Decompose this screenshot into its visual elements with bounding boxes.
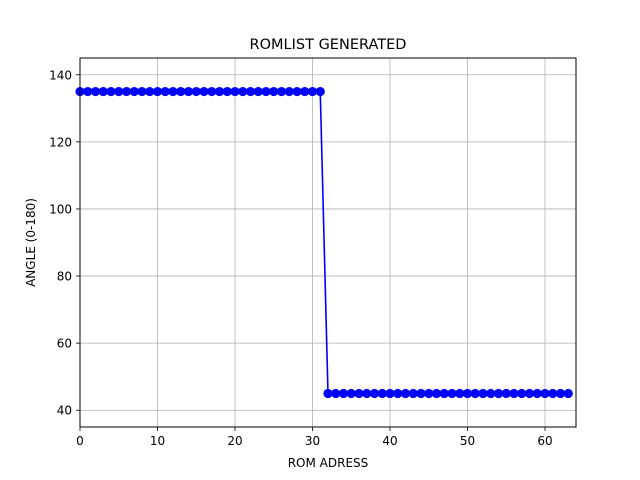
data-point — [121, 86, 132, 97]
data-point — [214, 86, 225, 97]
data-point — [470, 388, 480, 399]
x-tick-label: 30 — [305, 434, 320, 448]
plot-frame — [79, 57, 577, 428]
data-point — [416, 388, 426, 399]
data-point — [563, 388, 573, 399]
data-point — [478, 388, 488, 399]
data-point — [540, 388, 550, 399]
data-point — [222, 86, 232, 97]
data-point — [207, 86, 217, 97]
data-point — [548, 388, 558, 399]
data-point — [338, 388, 349, 399]
data-point — [261, 86, 271, 97]
data-point — [424, 388, 434, 399]
data-point — [152, 86, 163, 97]
data-point — [129, 86, 139, 97]
data-point — [176, 86, 186, 97]
data-point — [315, 86, 325, 97]
ticks: 0 10 20 30 40 50 60 40 60 80 100 120 140 — [49, 68, 553, 448]
x-tick-label: 10 — [150, 434, 165, 448]
data-point — [145, 86, 155, 97]
y-tick-label: 120 — [49, 135, 72, 149]
data-point — [408, 388, 418, 399]
data-point — [230, 86, 240, 97]
data-point — [160, 86, 170, 97]
data-point — [183, 86, 194, 97]
data-point — [501, 388, 511, 399]
y-tick-label: 40 — [57, 404, 72, 418]
data-point — [300, 86, 310, 97]
x-tick-label: 20 — [227, 434, 242, 448]
x-tick-label: 50 — [460, 434, 475, 448]
data-point — [199, 86, 209, 97]
data-point — [517, 388, 527, 399]
data-point — [447, 388, 457, 399]
data-point — [462, 388, 473, 399]
data-point — [354, 388, 364, 399]
data-point — [292, 86, 302, 97]
data-point — [307, 86, 318, 97]
series-layer — [75, 86, 573, 399]
data-point — [532, 388, 542, 399]
data-point — [555, 388, 566, 399]
data-point — [323, 388, 333, 399]
data-point — [83, 86, 93, 97]
data-point — [137, 86, 147, 97]
data-point — [369, 388, 380, 399]
y-axis-label: ANGLE (0-180) — [24, 198, 38, 287]
data-point — [493, 388, 504, 399]
data-point — [284, 86, 294, 97]
grid — [79, 58, 576, 427]
data-point — [393, 388, 403, 399]
data-point — [191, 86, 201, 97]
chart-title: ROMLIST GENERATED — [250, 37, 407, 53]
x-axis-label: ROM ADRESS — [288, 456, 369, 470]
data-point — [331, 388, 341, 399]
y-tick-label: 60 — [57, 337, 72, 351]
data-point — [245, 86, 256, 97]
y-tick-label: 80 — [57, 270, 72, 284]
data-point — [486, 388, 496, 399]
data-point — [238, 86, 248, 97]
data-point — [346, 388, 356, 399]
data-point — [98, 86, 108, 97]
x-tick-label: 60 — [537, 434, 552, 448]
data-point — [253, 86, 263, 97]
data-point — [114, 86, 124, 97]
data-point — [431, 388, 442, 399]
data-point — [362, 388, 372, 399]
data-point — [168, 86, 178, 97]
data-point — [377, 388, 387, 399]
data-point — [276, 86, 287, 97]
data-point — [90, 86, 101, 97]
data-point — [455, 388, 465, 399]
data-point — [106, 86, 116, 97]
data-point — [509, 388, 519, 399]
x-tick-label: 0 — [76, 434, 84, 448]
series-line — [80, 90, 569, 395]
data-point — [269, 86, 279, 97]
data-point — [439, 388, 449, 399]
y-tick-label: 100 — [49, 202, 72, 216]
y-tick-label: 140 — [49, 68, 72, 82]
x-tick-label: 40 — [382, 434, 397, 448]
data-point — [385, 388, 395, 399]
data-point — [400, 388, 411, 399]
data-point — [524, 388, 535, 399]
